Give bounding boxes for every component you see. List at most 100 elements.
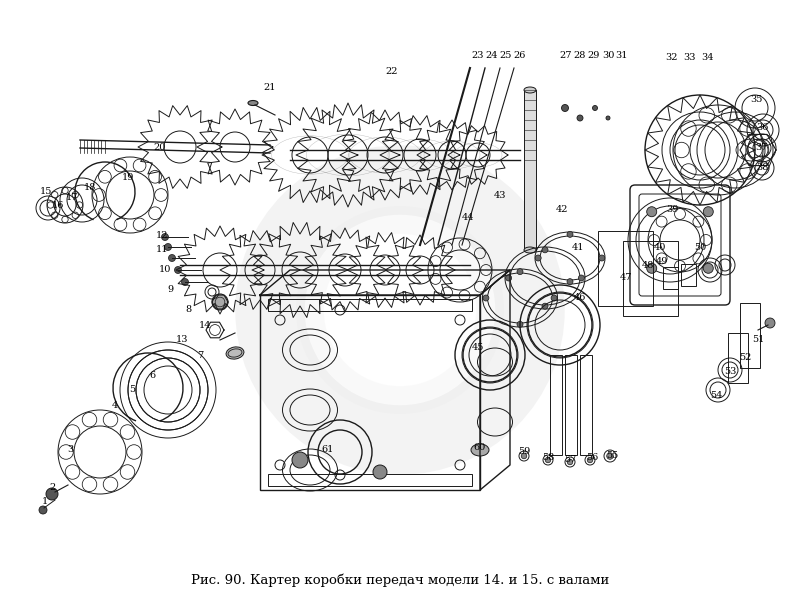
Text: 47: 47 — [620, 273, 632, 282]
Text: 1: 1 — [42, 498, 48, 507]
Circle shape — [765, 318, 775, 328]
Text: 42: 42 — [556, 206, 568, 215]
Bar — [268, 474, 472, 486]
Text: 56: 56 — [586, 453, 598, 462]
Circle shape — [599, 255, 605, 261]
Circle shape — [593, 105, 598, 111]
Text: 21: 21 — [264, 84, 276, 93]
Text: 48: 48 — [642, 261, 654, 270]
Circle shape — [373, 465, 387, 479]
Text: 54: 54 — [710, 390, 722, 399]
Circle shape — [517, 269, 523, 274]
Circle shape — [562, 105, 569, 111]
Circle shape — [646, 263, 657, 273]
Text: 13: 13 — [176, 335, 188, 344]
Text: 7: 7 — [197, 350, 203, 359]
Circle shape — [46, 488, 58, 500]
Text: 9: 9 — [167, 285, 173, 294]
Text: 61: 61 — [322, 446, 334, 454]
Text: 40: 40 — [654, 243, 666, 252]
Text: 16: 16 — [52, 200, 64, 209]
Circle shape — [703, 207, 714, 216]
Circle shape — [577, 115, 583, 121]
Text: 60: 60 — [474, 444, 486, 453]
Circle shape — [39, 506, 47, 514]
Text: 38: 38 — [756, 163, 768, 172]
Text: 49: 49 — [656, 258, 668, 267]
Text: 57: 57 — [564, 456, 576, 465]
Text: 41: 41 — [572, 243, 584, 252]
Text: 58: 58 — [542, 453, 554, 462]
Circle shape — [578, 275, 584, 281]
Text: 27: 27 — [560, 50, 572, 59]
Circle shape — [587, 457, 593, 463]
Text: 30: 30 — [602, 50, 614, 59]
Text: 31: 31 — [616, 50, 628, 59]
Circle shape — [567, 231, 573, 237]
Text: 17: 17 — [66, 194, 78, 203]
Text: Рис. 90. Картер коробки передач модели 14. и 15. с валами: Рис. 90. Картер коробки передач модели 1… — [191, 573, 609, 587]
Circle shape — [169, 255, 175, 261]
Circle shape — [703, 263, 714, 273]
Text: 28: 28 — [574, 50, 586, 59]
Ellipse shape — [524, 87, 536, 93]
Text: 18: 18 — [84, 184, 96, 193]
Text: 15: 15 — [40, 188, 52, 197]
Text: 14: 14 — [198, 321, 211, 329]
Circle shape — [483, 295, 489, 301]
Text: 23: 23 — [472, 50, 484, 59]
Ellipse shape — [471, 444, 489, 456]
Circle shape — [646, 207, 657, 216]
Text: 59: 59 — [518, 447, 530, 456]
Text: 8: 8 — [185, 306, 191, 315]
Text: 11: 11 — [156, 246, 168, 255]
Text: 43: 43 — [494, 191, 506, 200]
Text: 26: 26 — [514, 50, 526, 59]
Circle shape — [567, 279, 573, 285]
Circle shape — [551, 295, 557, 301]
Circle shape — [542, 303, 548, 309]
Bar — [268, 299, 472, 311]
Circle shape — [292, 452, 308, 468]
Circle shape — [567, 459, 573, 465]
Text: 20: 20 — [154, 144, 166, 152]
Circle shape — [162, 233, 169, 240]
Circle shape — [606, 453, 614, 459]
Text: 39: 39 — [666, 206, 678, 215]
Circle shape — [522, 453, 526, 459]
Text: 52: 52 — [739, 353, 751, 362]
Text: 44: 44 — [462, 213, 474, 222]
Circle shape — [606, 116, 610, 120]
Text: 55: 55 — [606, 450, 618, 459]
Text: 35: 35 — [750, 96, 762, 105]
Text: 12: 12 — [156, 230, 168, 240]
Text: 22: 22 — [386, 68, 398, 77]
Circle shape — [174, 267, 182, 273]
Bar — [524, 90, 536, 250]
Text: 10: 10 — [159, 266, 171, 274]
Text: 32: 32 — [666, 53, 678, 63]
Circle shape — [542, 247, 548, 253]
Text: 24: 24 — [486, 50, 498, 59]
Text: 50: 50 — [694, 243, 706, 252]
Circle shape — [517, 321, 523, 327]
Circle shape — [212, 294, 228, 310]
Circle shape — [506, 275, 512, 281]
Circle shape — [535, 255, 541, 261]
Text: 34: 34 — [702, 53, 714, 63]
Ellipse shape — [226, 347, 244, 359]
Text: 3: 3 — [67, 446, 73, 454]
Text: 51: 51 — [752, 335, 764, 344]
Bar — [260, 295, 480, 490]
Ellipse shape — [248, 100, 258, 105]
Circle shape — [546, 457, 550, 463]
Circle shape — [165, 243, 171, 251]
Text: 36: 36 — [756, 124, 768, 133]
Text: 19: 19 — [122, 173, 134, 182]
Text: 6: 6 — [149, 371, 155, 380]
Circle shape — [182, 279, 189, 285]
Text: 53: 53 — [724, 368, 736, 377]
Text: 37: 37 — [756, 144, 768, 152]
Ellipse shape — [524, 247, 536, 253]
Text: 45: 45 — [472, 343, 484, 352]
